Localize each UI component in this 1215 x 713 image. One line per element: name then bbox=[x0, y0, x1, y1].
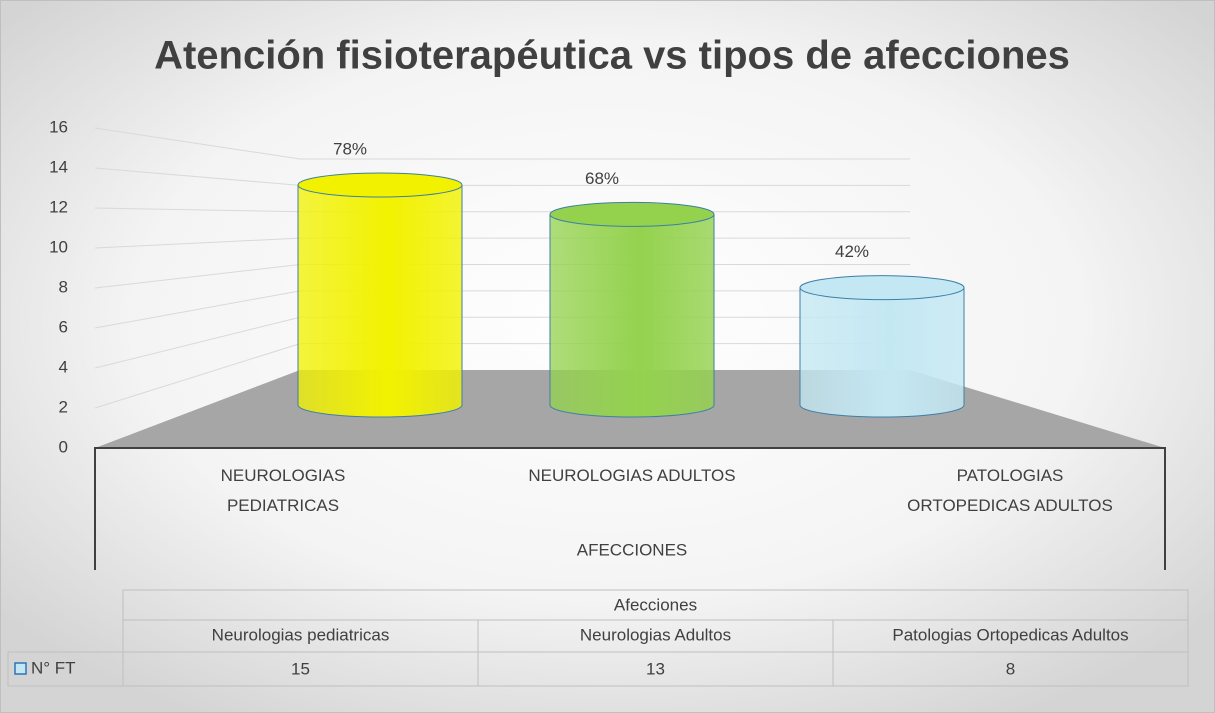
y-tick-label: 12 bbox=[49, 197, 68, 216]
y-tick-label: 6 bbox=[59, 317, 68, 336]
table-value: 13 bbox=[646, 659, 665, 678]
y-tick-label: 0 bbox=[59, 437, 68, 456]
axis-line bbox=[94, 447, 1166, 570]
y-tick-label: 10 bbox=[49, 237, 68, 256]
table-cell bbox=[832, 651, 1189, 687]
table-value: 15 bbox=[291, 659, 310, 678]
cylinder-top bbox=[549, 201, 715, 227]
y-tick-label: 16 bbox=[49, 117, 68, 136]
cylinder-body bbox=[799, 287, 965, 418]
table-column-header: Neurologias Adultos bbox=[580, 625, 731, 644]
grid-line bbox=[94, 127, 910, 160]
cylinder-top bbox=[297, 172, 463, 198]
cylinder bbox=[799, 275, 965, 418]
y-tick-label: 14 bbox=[49, 157, 68, 176]
table-value: 8 bbox=[1006, 659, 1015, 678]
table-title: Afecciones bbox=[614, 595, 697, 614]
cylinder bbox=[549, 201, 715, 418]
data-label: 78% bbox=[333, 139, 367, 158]
y-tick-label: 8 bbox=[59, 277, 68, 296]
y-tick-label: 4 bbox=[59, 357, 68, 376]
table-column-header: Neurologias pediatricas bbox=[212, 625, 390, 644]
table-column-header: Patologias Ortopedicas Adultos bbox=[892, 625, 1128, 644]
data-label: 68% bbox=[585, 169, 619, 188]
x-tick-label: NEUROLOGIAS ADULTOS bbox=[528, 466, 735, 485]
cylinder-body bbox=[549, 213, 715, 418]
chart-title: Atención fisioterapéutica vs tipos de af… bbox=[154, 34, 1070, 78]
x-tick-label: NEUROLOGIAS PEDIATRICAS bbox=[221, 466, 346, 515]
cylinder-body bbox=[297, 184, 463, 418]
legend-label: N° FT bbox=[31, 658, 76, 677]
y-tick-label: 2 bbox=[59, 397, 68, 416]
cylinder bbox=[297, 172, 463, 418]
data-label: 42% bbox=[835, 242, 869, 261]
cylinder-top bbox=[799, 275, 965, 301]
legend-key bbox=[14, 662, 27, 675]
x-tick-label: PATOLOGIAS ORTOPEDICAS ADULTOS bbox=[907, 466, 1113, 515]
x-axis-label: AFECCIONES bbox=[577, 540, 688, 559]
